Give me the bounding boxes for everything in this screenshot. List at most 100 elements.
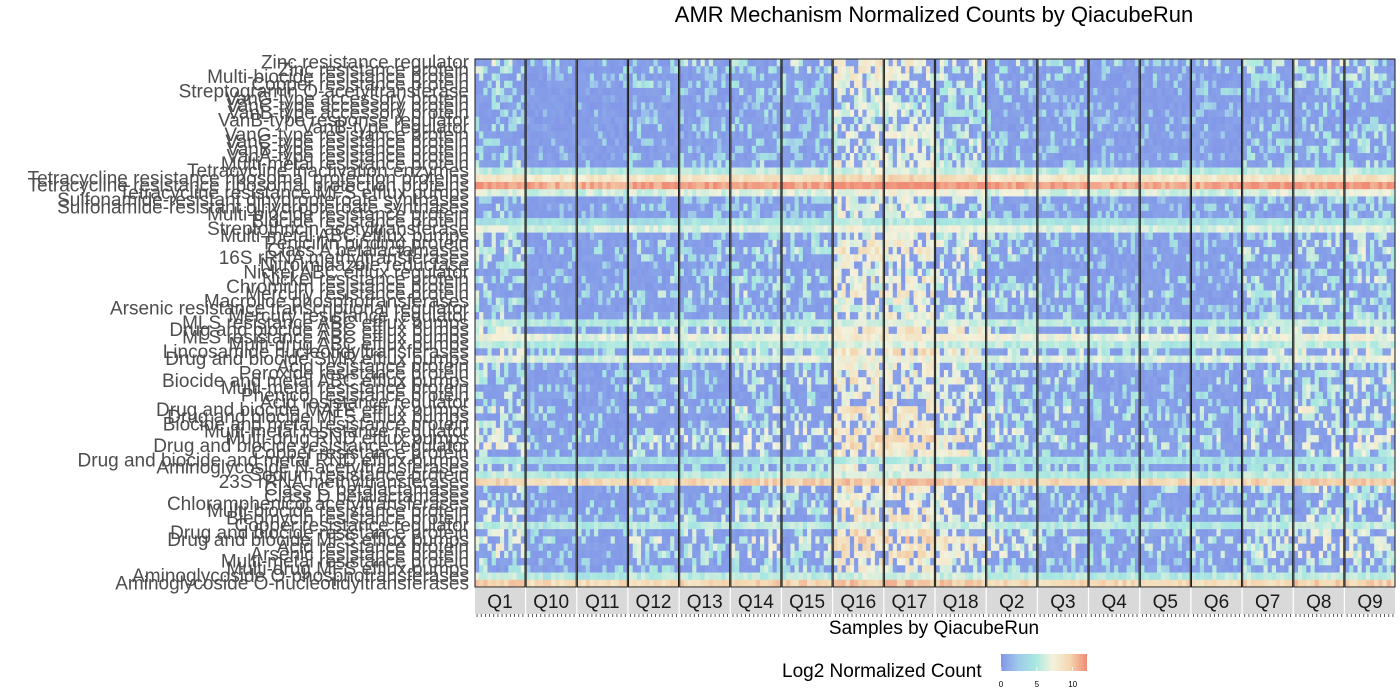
heatmap-cell — [512, 572, 517, 581]
heatmap-cell — [610, 464, 616, 472]
heatmap-cell — [636, 167, 642, 176]
heatmap-cell — [563, 131, 569, 139]
heatmap-cell — [696, 138, 701, 147]
heatmap-cell — [538, 225, 544, 233]
heatmap-cell — [520, 290, 526, 298]
heatmap-cell — [542, 145, 548, 154]
heatmap-cell — [585, 254, 591, 262]
heatmap-cell — [641, 406, 646, 414]
heatmap-cell — [725, 326, 730, 335]
heatmap-cell — [628, 87, 633, 96]
heatmap-cell — [708, 174, 714, 183]
heatmap-cell — [559, 181, 564, 190]
heatmap-cell — [581, 210, 586, 219]
heatmap-cell — [683, 174, 689, 183]
heatmap-cell — [585, 341, 591, 349]
heatmap-cell — [619, 427, 624, 436]
row-label: Zinc resistance protein — [278, 60, 469, 81]
heatmap-cell — [704, 261, 710, 270]
heatmap-cell — [585, 80, 591, 89]
row-label: Drug and biocide MFS efflux pumps — [167, 530, 469, 551]
heatmap-cell — [551, 312, 556, 320]
heatmap-cell — [751, 167, 757, 176]
heatmap-cell — [555, 442, 560, 450]
heatmap-cell — [547, 87, 552, 96]
heatmap-cell — [708, 239, 714, 248]
heatmap-cell — [577, 153, 582, 161]
heatmap-cell — [520, 239, 526, 248]
heatmap-cell — [534, 420, 539, 429]
heatmap-cell — [516, 80, 522, 89]
heatmap-cell — [499, 543, 505, 552]
heatmap-cell — [581, 370, 586, 378]
heatmap-cell — [571, 66, 577, 74]
heatmap-cell — [670, 95, 675, 103]
heatmap-cell — [491, 261, 497, 270]
heatmap-cell — [636, 283, 642, 291]
heatmap-cell — [499, 66, 505, 74]
heatmap-cell — [670, 304, 675, 313]
heatmap-cell — [661, 138, 667, 147]
heatmap-cell — [610, 435, 616, 443]
heatmap-cell — [679, 153, 685, 161]
heatmap-cell — [636, 420, 642, 429]
heatmap-cell — [495, 565, 501, 573]
heatmap-cell — [674, 500, 679, 508]
heatmap-cell — [614, 507, 620, 515]
heatmap-cell — [512, 247, 517, 255]
heatmap-cell — [567, 312, 573, 320]
heatmap-cell — [499, 500, 505, 508]
heatmap-cell — [688, 138, 693, 147]
heatmap-cell — [495, 521, 501, 530]
heatmap-cell — [700, 362, 705, 371]
row-label: VanG-type accessory protein — [225, 89, 469, 110]
heatmap-cell — [547, 355, 552, 364]
heatmap-cell — [700, 203, 705, 212]
heatmap-cell — [641, 435, 646, 443]
heatmap-cell — [598, 427, 603, 436]
heatmap-cell — [614, 232, 620, 241]
heatmap-cell — [649, 558, 654, 566]
heatmap-cell — [730, 283, 736, 291]
heatmap-cell — [559, 384, 564, 393]
heatmap-cell — [747, 326, 753, 335]
heatmap-cell — [475, 579, 480, 588]
heatmap-cell — [526, 189, 531, 197]
heatmap-cell — [512, 283, 517, 291]
heatmap-cell — [606, 268, 611, 277]
heatmap-cell — [555, 95, 560, 103]
heatmap-cell — [512, 239, 517, 248]
heatmap-cell — [504, 370, 509, 378]
heatmap-cell — [636, 116, 642, 125]
heatmap-cell — [713, 181, 718, 190]
heatmap-cell — [555, 319, 560, 327]
heatmap-cell — [649, 348, 654, 356]
heatmap-cell — [508, 536, 513, 544]
heatmap-cell — [483, 558, 488, 566]
heatmap-cell — [735, 326, 740, 335]
heatmap-cell — [610, 268, 616, 277]
heatmap-cell — [614, 138, 620, 147]
heatmap-cell — [585, 449, 591, 458]
heatmap-cell — [768, 239, 773, 248]
heatmap-cell — [653, 87, 658, 96]
heatmap-cell — [725, 290, 730, 298]
heatmap-cell — [614, 181, 620, 190]
heatmap-cell — [483, 95, 488, 103]
heatmap-cell — [700, 341, 705, 349]
heatmap-cell — [504, 218, 509, 226]
heatmap-cell — [688, 514, 693, 523]
heatmap-cell — [657, 442, 663, 450]
heatmap-cell — [666, 536, 671, 544]
heatmap-cell — [632, 521, 638, 530]
heatmap-cell — [495, 95, 501, 103]
heatmap-cell — [692, 500, 697, 508]
heatmap-cell — [606, 160, 611, 168]
heatmap-cell — [700, 413, 705, 421]
heatmap-cell — [567, 377, 573, 385]
heatmap-cell — [747, 73, 753, 81]
heatmap-cell — [735, 189, 740, 197]
heatmap-cell — [772, 254, 777, 262]
heatmap-cell — [581, 102, 586, 110]
heatmap-cell — [735, 275, 740, 284]
